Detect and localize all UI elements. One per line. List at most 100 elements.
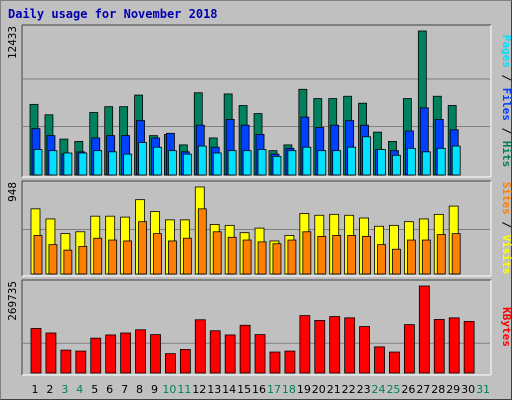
bar-kbytes-24 (374, 346, 385, 374)
x-tick-label-7: 7 (121, 383, 128, 396)
bar-sites-24 (377, 244, 386, 275)
bar-pages-20 (317, 150, 327, 176)
bar-kbytes-20 (314, 320, 326, 374)
x-tick-label-24: 24 (372, 383, 386, 396)
bar-sites-20 (317, 235, 327, 275)
bar-kbytes-25 (389, 351, 400, 374)
bar-sites-22 (347, 235, 357, 275)
bar-kbytes-23 (359, 326, 370, 374)
bar-pages-29 (451, 145, 461, 176)
bar-sites-16 (257, 241, 267, 275)
bar-pages-19 (302, 146, 312, 176)
bar-kbytes-13 (209, 330, 221, 374)
bar-sites-2 (48, 244, 58, 275)
x-tick-label-13: 13 (207, 383, 221, 396)
x-tick-label-28: 28 (431, 383, 445, 396)
bar-kbytes-19 (299, 315, 311, 374)
bar-pages-25 (392, 154, 401, 176)
bar-kbytes-30 (463, 320, 475, 374)
legend-entry: Sites (500, 182, 512, 215)
bar-kbytes-29 (448, 317, 460, 374)
bar-kbytes-18 (284, 350, 296, 374)
bar-pages-18 (287, 150, 297, 176)
x-tick-label-26: 26 (401, 383, 415, 396)
x-tick-label-22: 22 (342, 383, 356, 396)
bar-kbytes-22 (344, 317, 356, 374)
bar-kbytes-2 (45, 332, 57, 374)
bar-sites-25 (392, 248, 401, 275)
x-tick-label-14: 14 (222, 383, 236, 396)
bar-pages-2 (48, 150, 58, 176)
bar-kbytes-12 (194, 319, 206, 374)
y-max-label-visits-sites: 948 (6, 182, 19, 202)
x-tick-label-27: 27 (416, 383, 430, 396)
bar-sites-7 (123, 240, 133, 275)
bar-kbytes-7 (120, 332, 132, 374)
x-tick-label-8: 8 (136, 383, 143, 396)
bar-pages-16 (257, 149, 267, 176)
bar-sites-8 (138, 221, 147, 275)
legend-entry: / (500, 68, 512, 88)
x-tick-label-18: 18 (282, 383, 296, 396)
bar-sites-3 (63, 249, 73, 275)
bar-sites-12 (197, 208, 207, 275)
bar-pages-9 (153, 146, 162, 176)
x-tick-label-1: 1 (32, 383, 39, 396)
x-tick-label-16: 16 (252, 383, 266, 396)
x-tick-label-3: 3 (61, 383, 68, 396)
bar-pages-27 (421, 151, 431, 176)
bar-pages-17 (272, 156, 282, 176)
bar-kbytes-26 (403, 324, 415, 374)
bar-sites-27 (421, 239, 431, 275)
bar-kbytes-14 (224, 334, 236, 374)
x-tick-label-15: 15 (237, 383, 251, 396)
x-tick-label-2: 2 (46, 383, 53, 396)
bar-kbytes-5 (90, 337, 102, 374)
bar-pages-24 (377, 149, 386, 176)
bar-sites-29 (451, 233, 461, 275)
bar-sites-11 (182, 237, 192, 275)
bar-pages-26 (406, 147, 416, 176)
bar-sites-18 (287, 239, 297, 275)
legend-entry: / (500, 215, 512, 235)
bar-sites-14 (227, 236, 237, 275)
bar-pages-12 (197, 145, 207, 176)
bar-sites-28 (436, 234, 446, 275)
bar-sites-15 (242, 239, 252, 275)
bar-kbytes-15 (239, 324, 251, 374)
bar-pages-5 (93, 150, 103, 176)
bar-sites-21 (332, 235, 342, 275)
bar-kbytes-9 (150, 334, 161, 374)
bar-kbytes-3 (60, 349, 72, 374)
bar-pages-14 (227, 150, 237, 176)
bar-pages-28 (436, 147, 446, 176)
bar-sites-26 (406, 239, 416, 275)
bar-sites-17 (272, 243, 282, 275)
bar-sites-6 (108, 239, 118, 275)
x-tick-label-21: 21 (327, 383, 341, 396)
bar-kbytes-10 (165, 353, 176, 374)
bar-kbytes-6 (105, 334, 117, 374)
bar-sites-9 (153, 233, 162, 275)
bar-pages-4 (78, 152, 88, 176)
x-tick-label-23: 23 (357, 383, 371, 396)
x-tick-label-29: 29 (446, 383, 460, 396)
legend-entry: Visits (500, 235, 512, 275)
bar-pages-10 (168, 150, 177, 176)
bar-kbytes-4 (75, 350, 87, 374)
x-tick-label-25: 25 (386, 383, 400, 396)
x-tick-label-20: 20 (312, 383, 326, 396)
bar-pages-21 (332, 150, 342, 176)
x-tick-label-12: 12 (192, 383, 206, 396)
bar-kbytes-21 (329, 316, 341, 374)
bar-sites-23 (362, 235, 371, 275)
y-max-label-hits-files-pages: 12433 (6, 26, 19, 59)
bar-pages-8 (138, 142, 147, 176)
x-tick-label-10: 10 (162, 383, 176, 396)
bar-kbytes-1 (30, 328, 42, 374)
x-tick-label-17: 17 (267, 383, 281, 396)
legend-entry: Pages (500, 35, 512, 68)
bar-sites-1 (33, 235, 43, 275)
bar-kbytes-11 (179, 349, 191, 374)
legend-entry: Files (500, 88, 512, 121)
